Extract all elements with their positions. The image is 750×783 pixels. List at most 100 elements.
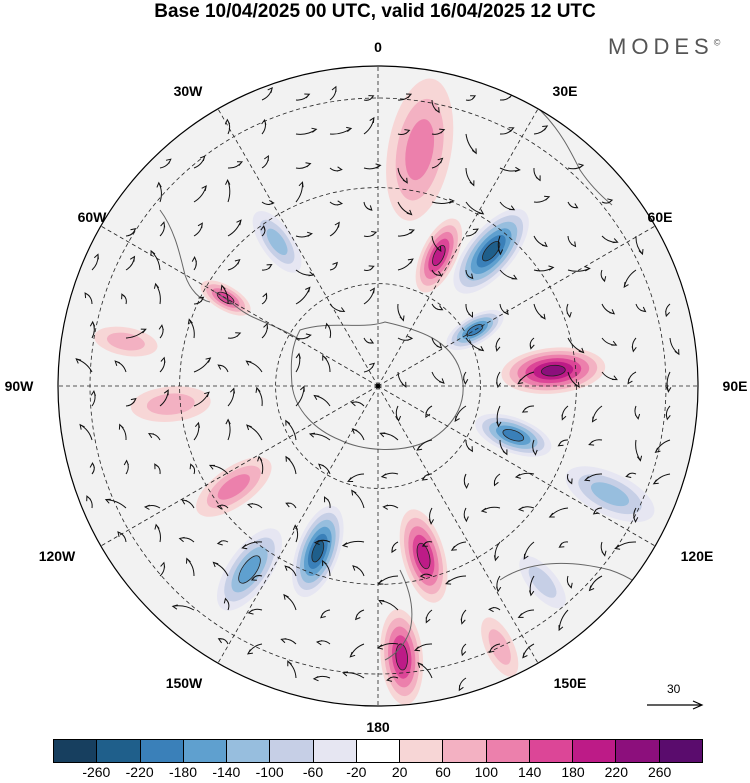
wind-vector	[431, 371, 445, 384]
wind-vector	[118, 423, 127, 441]
wind-vector	[584, 473, 603, 482]
lon-label-30w: 30W	[174, 83, 204, 99]
wind-vector	[246, 503, 263, 509]
wind-vector	[463, 473, 470, 490]
wind-vector	[499, 303, 509, 316]
wind-vector	[351, 489, 365, 509]
colorbar-tick-label: -180	[168, 764, 198, 780]
wind-vector	[148, 433, 161, 441]
lon-label-180: 180	[366, 719, 390, 735]
wind-vector	[465, 303, 474, 318]
wind-vector	[635, 235, 644, 256]
wind-vector	[285, 502, 297, 509]
wind-vector	[499, 269, 518, 280]
wind-vector	[445, 575, 467, 585]
wind-vector	[284, 565, 297, 577]
wind-vector	[397, 335, 414, 341]
wind-vector	[329, 261, 339, 271]
antarctic-peninsula-coast	[214, 291, 301, 341]
wind-vector	[431, 99, 440, 114]
meridian-line	[377, 385, 539, 664]
wind-vector	[493, 541, 501, 562]
lon-label-120e: 120E	[681, 548, 714, 564]
wind-vector	[495, 371, 502, 389]
wind-vector	[363, 201, 373, 211]
wind-vector	[227, 332, 242, 339]
wind-vector	[431, 198, 455, 204]
wind-vector	[461, 643, 467, 657]
anomaly-field	[94, 78, 655, 705]
wind-vector	[225, 178, 231, 203]
wind-vector	[635, 303, 647, 313]
meridian-line	[100, 225, 379, 387]
wind-vector	[463, 507, 469, 523]
lon-label-150w: 150W	[166, 675, 203, 691]
wind-vector	[601, 303, 616, 315]
wind-vector	[320, 609, 331, 619]
wind-vector	[159, 356, 166, 373]
wind-vector	[313, 539, 331, 546]
wind-vector	[499, 127, 515, 135]
wind-vector	[533, 167, 541, 182]
colorbar-tick-label: 180	[561, 764, 585, 780]
wind-vector	[521, 405, 535, 413]
wind-vector	[363, 231, 378, 237]
wind-vector	[154, 523, 161, 543]
wind-vector	[159, 158, 172, 169]
wind-vector	[532, 439, 538, 456]
wind-vector	[561, 405, 569, 421]
wind-vector	[216, 540, 229, 546]
anomaly-contour	[540, 364, 566, 377]
wind-vector	[460, 609, 467, 625]
wind-vector	[499, 201, 516, 211]
wind-vector	[212, 561, 229, 577]
colorbar-swatch	[183, 740, 228, 762]
wind-vector	[193, 391, 210, 407]
wind-vector	[143, 504, 161, 510]
wind-vector	[493, 473, 501, 487]
anomaly-blob	[94, 326, 158, 357]
wind-vector	[558, 609, 569, 632]
wind-vector	[261, 87, 273, 101]
wind-vector	[431, 235, 442, 253]
wind-vector	[488, 606, 501, 613]
meridian-line	[377, 108, 539, 387]
wind-vector	[567, 235, 577, 248]
wind-vector	[462, 371, 469, 385]
wind-vector	[295, 352, 301, 373]
coastlines	[159, 109, 671, 661]
wind-vector	[285, 455, 297, 475]
wind-vector	[89, 461, 95, 475]
wind-vector	[261, 322, 269, 339]
colorbar-swatch	[616, 740, 660, 762]
wind-vector	[496, 405, 502, 428]
meridian-line	[377, 385, 656, 547]
wind-vector	[329, 126, 353, 135]
wind-vector	[397, 229, 415, 237]
antarctica-coast	[290, 321, 464, 450]
wind-vector	[533, 235, 548, 248]
wind-vector	[280, 638, 297, 645]
wind-vector	[567, 473, 573, 485]
africa-coast	[539, 109, 613, 206]
wind-vector	[313, 394, 331, 407]
colorbar-swatch	[486, 740, 530, 762]
wind-vector	[283, 593, 297, 611]
wind-vector	[431, 128, 446, 135]
wind-vector	[566, 303, 572, 319]
wind-vector	[315, 640, 331, 646]
anomaly-contour	[432, 244, 446, 266]
wind-vector	[517, 609, 535, 618]
wind-vector	[363, 95, 375, 101]
wind-vector	[397, 129, 411, 136]
wind-vector	[465, 167, 475, 187]
vector-scale-label: 30	[667, 682, 681, 696]
wind-vector	[431, 303, 444, 311]
wind-vector	[308, 432, 331, 441]
wind-vector	[623, 269, 637, 288]
wind-vector	[208, 464, 229, 475]
wind-vector	[159, 221, 166, 237]
anomaly-contour	[238, 555, 261, 584]
wind-vector	[261, 154, 269, 169]
wind-vector	[241, 541, 263, 550]
